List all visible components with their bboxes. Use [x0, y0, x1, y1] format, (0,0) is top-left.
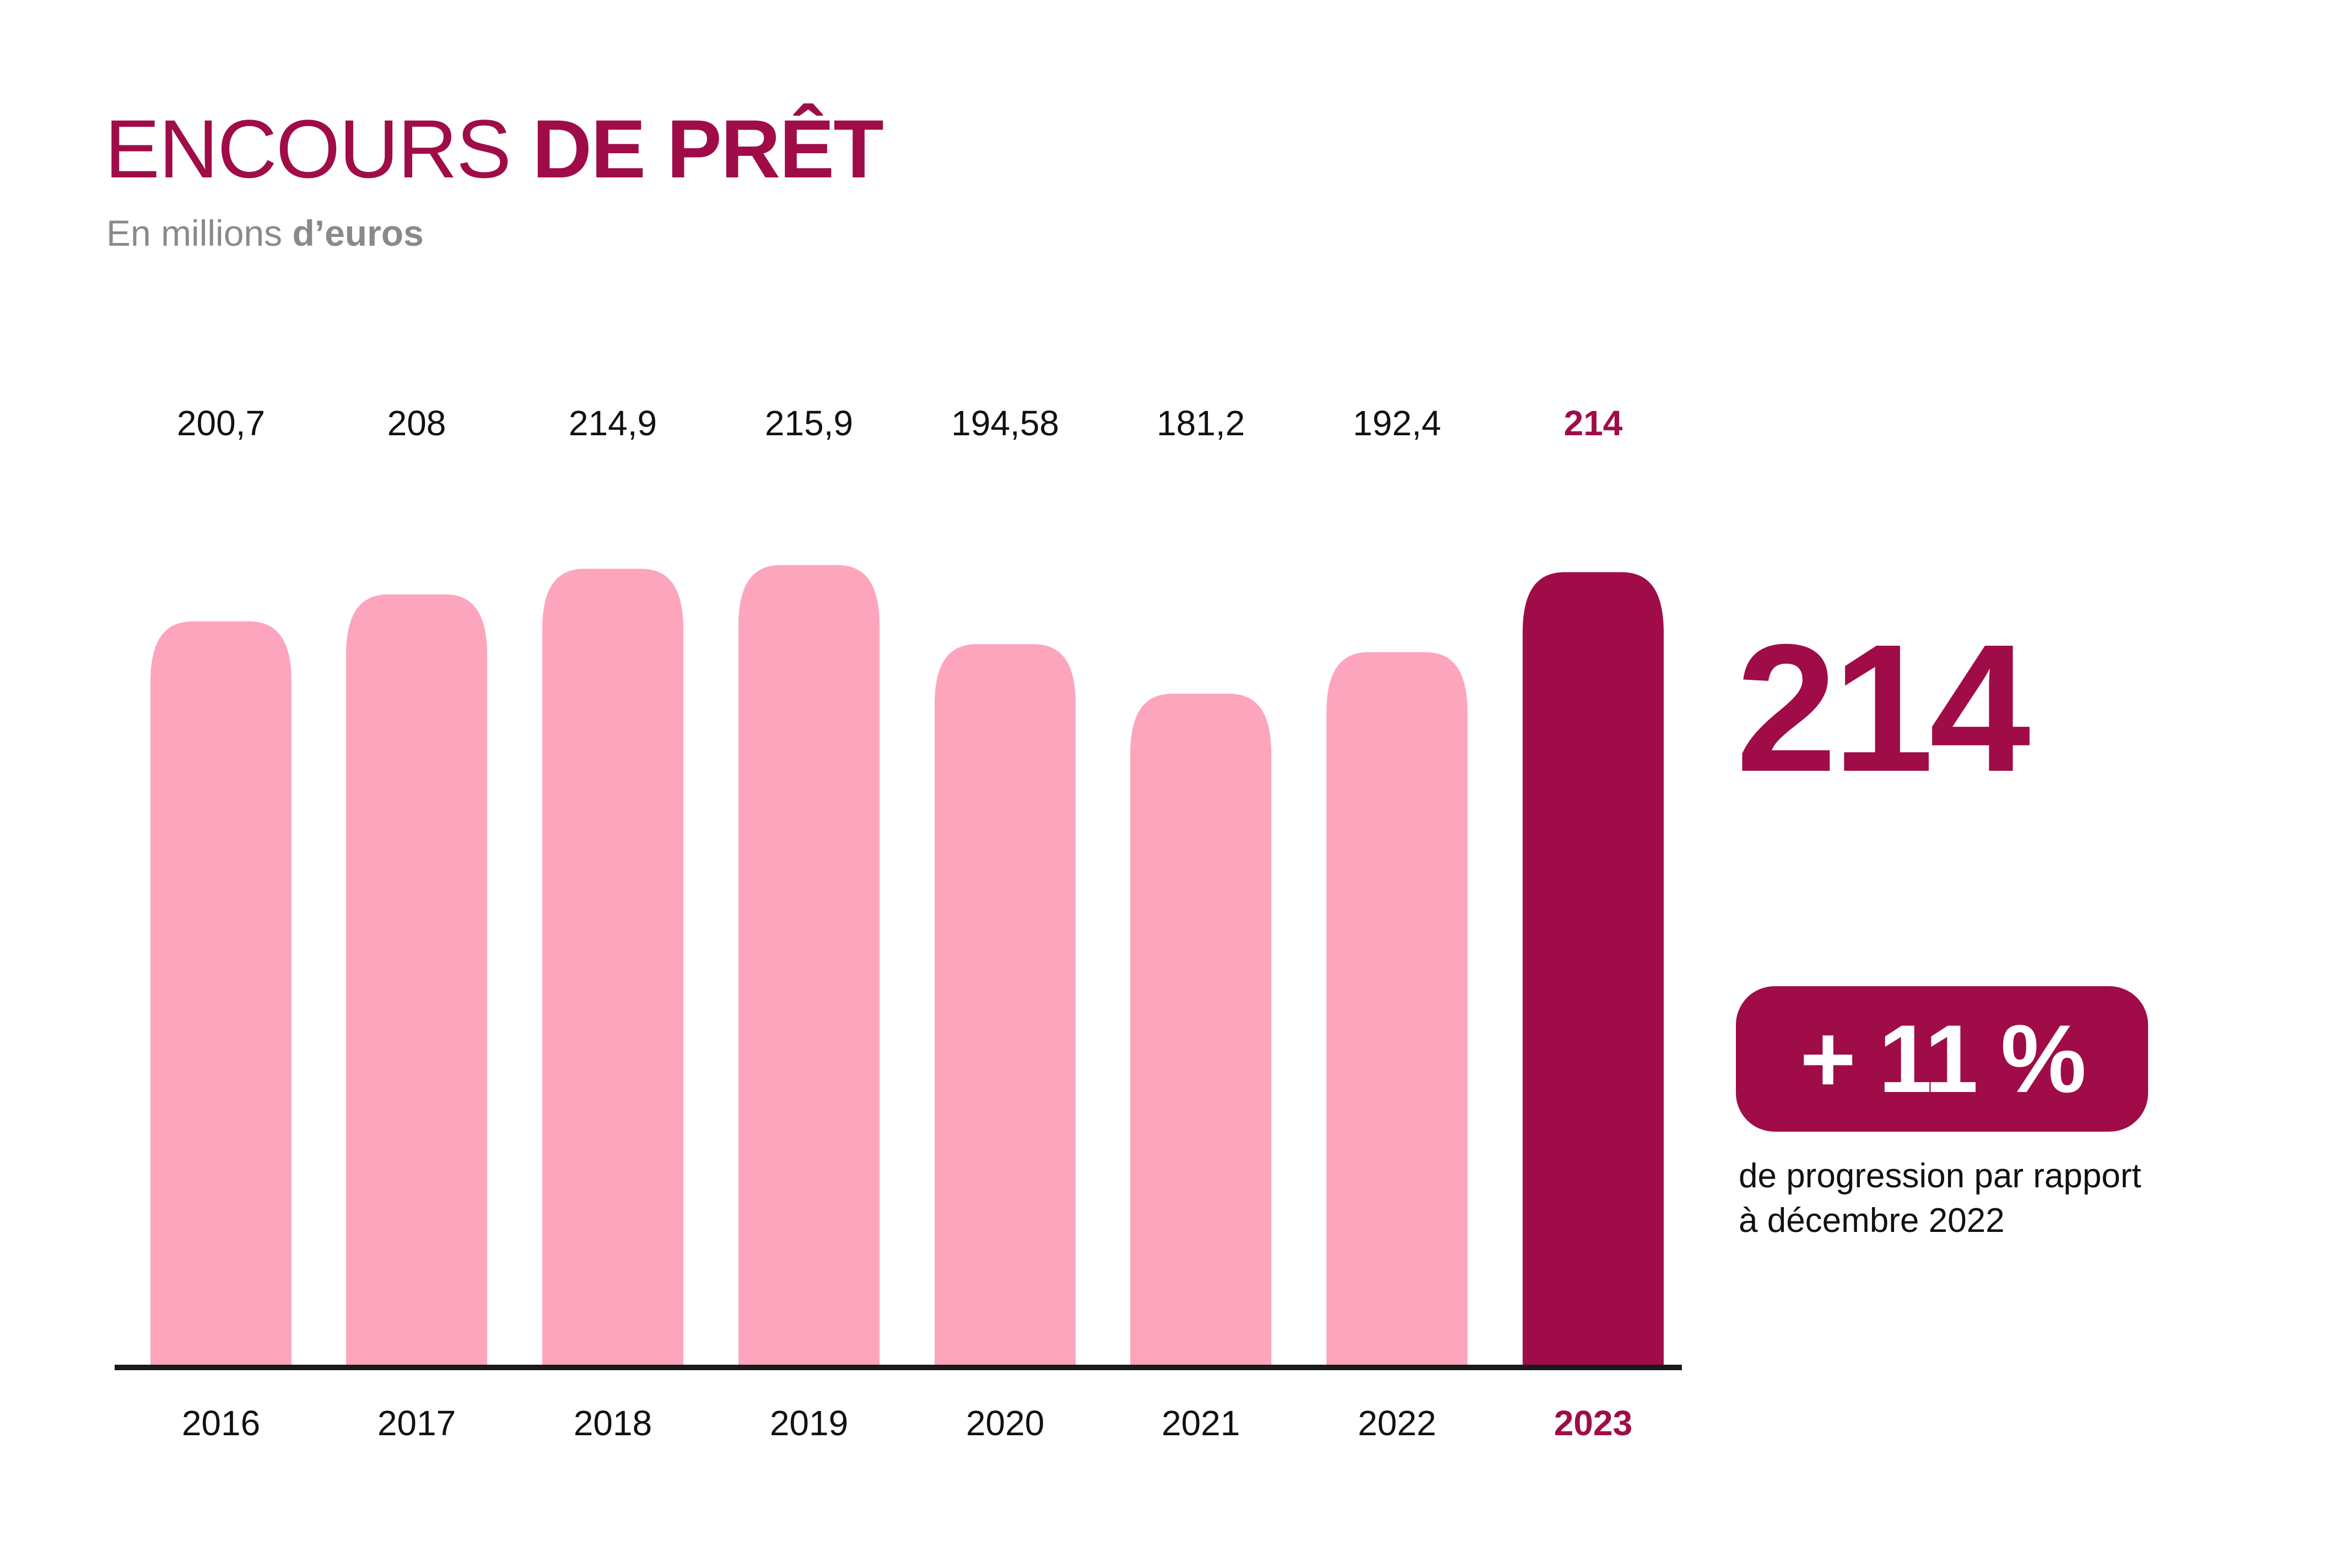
value-label-2018: 214,9 [569, 403, 657, 443]
value-label-2019: 215,9 [765, 403, 853, 443]
category-label-2016: 2016 [182, 1403, 260, 1443]
bar-2018 [542, 569, 683, 1365]
value-label-2021: 181,2 [1157, 403, 1245, 443]
category-label-2017: 2017 [377, 1403, 456, 1443]
subtitle-bold: d’euros [292, 213, 424, 253]
value-label-2020: 194,58 [951, 403, 1059, 443]
bar-2021 [1130, 694, 1271, 1365]
growth-caption: de progression par rapport à décembre 20… [1739, 1154, 2290, 1243]
chart-subtitle: En millions d’euros [106, 215, 424, 251]
value-label-2023: 214 [1564, 403, 1623, 443]
bar-2017 [346, 594, 487, 1365]
growth-caption-line2: à décembre 2022 [1739, 1201, 2005, 1240]
value-label-2022: 192,4 [1353, 403, 1441, 443]
value-label-2016: 200,7 [177, 403, 265, 443]
highlight-value: 214 [1736, 606, 2031, 809]
category-label-2023: 2023 [1554, 1403, 1632, 1443]
growth-badge-text: + 11 % [1799, 1005, 2086, 1113]
bar-2020 [935, 644, 1076, 1365]
bar-2016 [150, 621, 292, 1365]
category-label-2019: 2019 [770, 1403, 848, 1443]
category-label-2021: 2021 [1162, 1403, 1240, 1443]
bar-2019 [738, 565, 880, 1365]
chart-title: ENCOURS DE PRÊT [105, 107, 884, 190]
bar-2023 [1523, 572, 1664, 1365]
growth-badge: + 11 % [1736, 986, 2148, 1132]
value-label-2017: 208 [387, 403, 446, 443]
title-light: ENCOURS [105, 102, 511, 195]
category-label-2018: 2018 [574, 1403, 652, 1443]
subtitle-light: En millions [106, 213, 283, 253]
growth-caption-line1: de progression par rapport [1739, 1157, 2141, 1195]
category-label-2022: 2022 [1358, 1403, 1436, 1443]
bar-2022 [1326, 652, 1468, 1365]
title-bold: DE PRÊT [532, 102, 884, 195]
category-label-2020: 2020 [966, 1403, 1044, 1443]
